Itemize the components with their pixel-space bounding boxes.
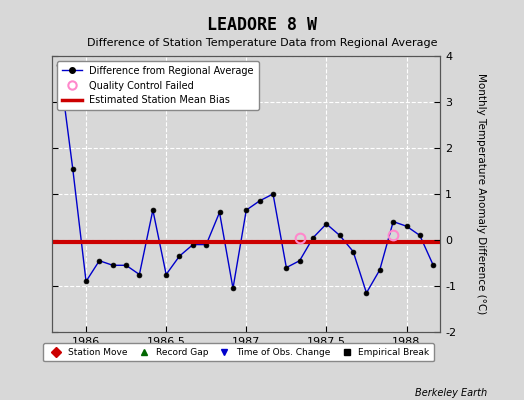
- Text: Difference of Station Temperature Data from Regional Average: Difference of Station Temperature Data f…: [87, 38, 437, 48]
- Legend: Difference from Regional Average, Quality Control Failed, Estimated Station Mean: Difference from Regional Average, Qualit…: [57, 61, 259, 110]
- Legend: Station Move, Record Gap, Time of Obs. Change, Empirical Break: Station Move, Record Gap, Time of Obs. C…: [43, 344, 434, 362]
- Text: LEADORE 8 W: LEADORE 8 W: [207, 16, 317, 34]
- Y-axis label: Monthly Temperature Anomaly Difference (°C): Monthly Temperature Anomaly Difference (…: [476, 73, 486, 315]
- Text: Berkeley Earth: Berkeley Earth: [415, 388, 487, 398]
